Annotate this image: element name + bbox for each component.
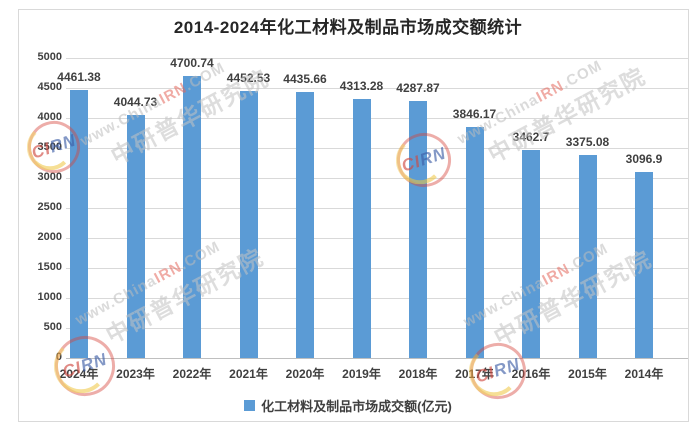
x-tick-label: 2020年 xyxy=(285,367,325,381)
y-tick-label: 5000 xyxy=(37,51,62,63)
x-tick-label: 2024年 xyxy=(59,367,99,381)
bar-2020年 xyxy=(296,91,314,358)
legend-label: 化工材料及制品市场成交额(亿元) xyxy=(261,399,452,414)
y-tick-label: 2500 xyxy=(37,201,62,213)
gridline xyxy=(66,148,688,149)
bar-2024年 xyxy=(70,90,88,358)
bar-2015年 xyxy=(578,155,597,358)
bar-2019年 xyxy=(352,99,371,358)
x-axis-line xyxy=(66,358,688,359)
y-tick-label: 1000 xyxy=(37,291,62,303)
x-tick-label: 2015年 xyxy=(568,367,607,381)
bar-value-label: 4044.73 xyxy=(113,95,158,110)
x-tick-label: 2014年 xyxy=(624,367,664,381)
gridline xyxy=(66,328,688,329)
y-tick-label: 3500 xyxy=(37,141,62,153)
bar-2023年 xyxy=(126,115,145,358)
y-tick-label: 0 xyxy=(55,351,62,363)
bar-value-label: 3375.08 xyxy=(565,135,610,150)
gridline xyxy=(66,118,688,119)
bar-value-label: 4461.38 xyxy=(57,70,101,85)
gridline xyxy=(66,208,688,209)
gridline xyxy=(66,88,688,89)
y-tick-label: 500 xyxy=(43,321,62,333)
y-tick-label: 1500 xyxy=(37,261,62,273)
bar-value-label: 4435.66 xyxy=(283,71,327,86)
x-tick-label: 2017年 xyxy=(455,367,494,381)
bar-value-label: 4287.87 xyxy=(396,80,440,95)
x-tick-label: 2018年 xyxy=(398,367,438,381)
bar-value-label: 4313.28 xyxy=(339,79,384,94)
x-tick-label: 2016年 xyxy=(511,367,551,381)
bar-2016年 xyxy=(522,150,540,358)
legend-marker-icon xyxy=(244,400,256,411)
legend: 化工材料及制品市场成交额(亿元) xyxy=(0,396,696,415)
x-tick-label: 2019年 xyxy=(342,367,381,381)
x-tick-label: 2021年 xyxy=(229,367,268,381)
gridline xyxy=(66,268,688,269)
gridline xyxy=(66,238,688,239)
y-tick-label: 4000 xyxy=(37,111,62,123)
bar-2014年 xyxy=(635,172,653,358)
y-tick-label: 2000 xyxy=(37,231,62,243)
bar-2017年 xyxy=(465,127,484,358)
bar-value-label: 3846.17 xyxy=(452,107,497,122)
bar-value-label: 3096.9 xyxy=(625,152,663,167)
gridline xyxy=(66,298,688,299)
x-tick-label: 2023年 xyxy=(116,367,155,381)
bar-2018年 xyxy=(409,100,427,358)
bar-value-label: 4700.74 xyxy=(170,55,214,70)
x-tick-label: 2022年 xyxy=(172,367,212,381)
gridline xyxy=(66,178,688,179)
chart-border xyxy=(18,9,689,422)
bar-value-label: 4452.53 xyxy=(226,70,271,85)
bar-2022年 xyxy=(183,75,201,358)
bar-2021年 xyxy=(239,90,258,358)
chart-title: 2014-2024年化工材料及制品市场成交额统计 xyxy=(173,18,523,37)
y-tick-label: 3000 xyxy=(37,171,62,183)
bar-value-label: 3462.7 xyxy=(512,130,550,145)
gridline xyxy=(66,58,688,59)
y-tick-label: 4500 xyxy=(37,81,62,93)
